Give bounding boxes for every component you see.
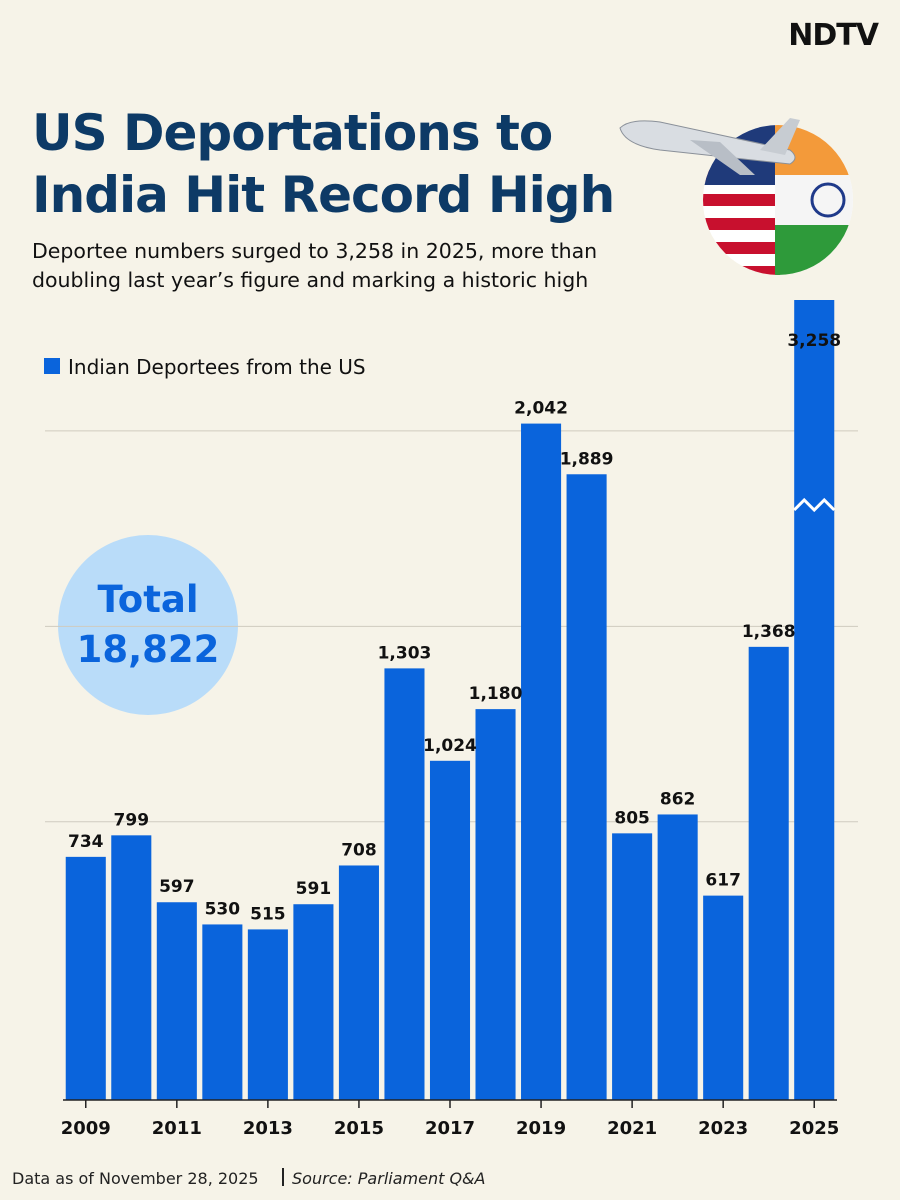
- bar: [247, 929, 288, 1100]
- plane-graphic: [619, 118, 800, 175]
- value-label: 862: [660, 789, 696, 809]
- x-tick-label: 2023: [698, 1118, 748, 1139]
- bar: [475, 709, 516, 1100]
- bar: [384, 668, 425, 1100]
- legend-swatch: [44, 358, 60, 374]
- plot-area: [65, 300, 835, 1101]
- bar: [111, 835, 152, 1100]
- x-tick-label: 2019: [516, 1118, 566, 1139]
- value-label: 3,258: [787, 331, 841, 351]
- value-label: 805: [614, 808, 650, 828]
- x-tick-label: 2025: [789, 1118, 839, 1139]
- x-tick-label: 2017: [425, 1118, 475, 1139]
- footer-source: Source: Parliament Q&A: [292, 1169, 485, 1188]
- bar: [748, 646, 789, 1100]
- total-value: 18,822: [77, 628, 220, 671]
- value-label: 597: [159, 877, 195, 897]
- bar: [794, 300, 835, 1101]
- value-label: 799: [114, 810, 150, 830]
- bar: [65, 856, 106, 1100]
- x-tick-label: 2009: [61, 1118, 111, 1139]
- axis-break: [793, 497, 836, 513]
- bar: [293, 904, 334, 1100]
- subtitle-line: doubling last year’s figure and marking …: [32, 268, 588, 292]
- x-tick-label: 2015: [334, 1118, 384, 1139]
- value-label: 1,368: [742, 622, 796, 642]
- value-label: 591: [296, 879, 332, 899]
- x-tick-label: 2021: [607, 1118, 657, 1139]
- bar: [657, 814, 698, 1100]
- value-label: 1,889: [560, 449, 614, 469]
- bar: [612, 833, 653, 1100]
- title-line: US Deportations to: [32, 104, 552, 162]
- value-label: 2,042: [514, 399, 568, 419]
- value-label: 708: [341, 840, 377, 860]
- total-badge: [58, 535, 238, 715]
- bar: [202, 924, 243, 1100]
- bar: [156, 902, 197, 1100]
- title-line: India Hit Record High: [32, 166, 614, 224]
- value-label: 1,303: [378, 643, 432, 663]
- value-label: 734: [68, 832, 104, 852]
- bar: [338, 865, 379, 1100]
- total-label: Total: [97, 578, 198, 621]
- bar: [703, 895, 744, 1100]
- value-label: 1,180: [469, 684, 523, 704]
- bar: [429, 760, 471, 1100]
- legend-label: Indian Deportees from the US: [68, 355, 366, 379]
- bar: [521, 423, 562, 1100]
- subtitle-line: Deportee numbers surged to 3,258 in 2025…: [32, 239, 597, 263]
- x-tick-label: 2011: [152, 1118, 202, 1139]
- footer-note: Data as of November 28, 2025: [12, 1169, 259, 1188]
- value-label: 515: [250, 904, 286, 924]
- value-label: 617: [705, 871, 741, 891]
- value-label: 1,024: [423, 736, 477, 756]
- logo: NDTV: [788, 18, 879, 53]
- value-label: 530: [205, 899, 241, 919]
- x-tick-label: 2013: [243, 1118, 293, 1139]
- bar: [566, 474, 607, 1100]
